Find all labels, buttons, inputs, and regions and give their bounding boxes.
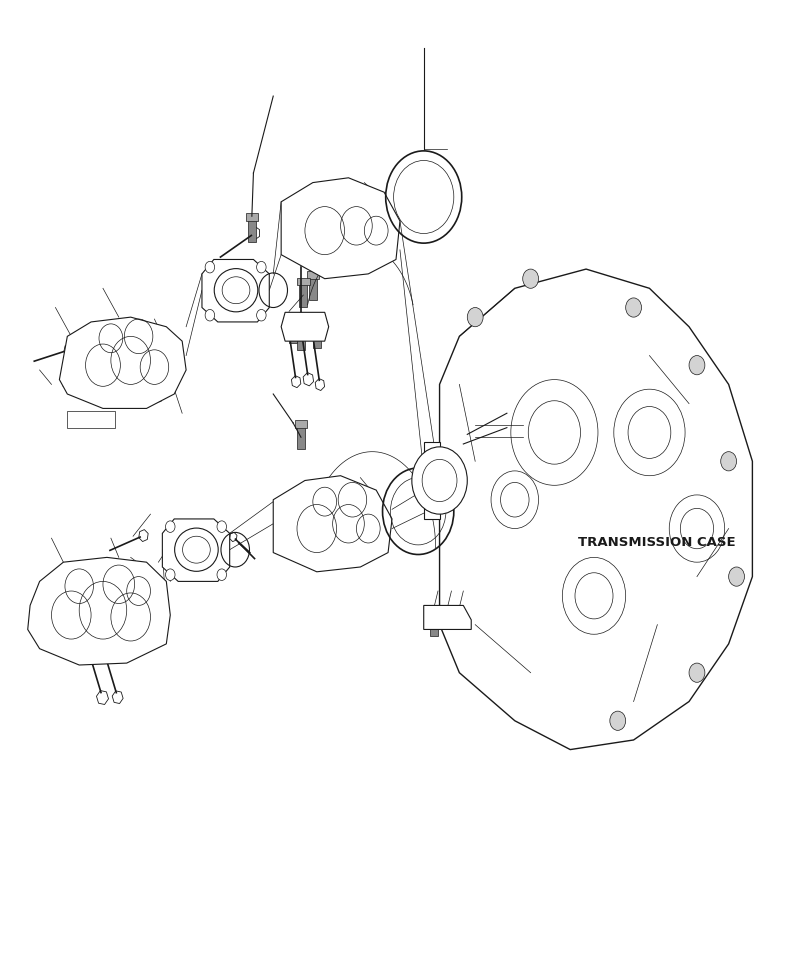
Circle shape: [257, 261, 266, 273]
Circle shape: [721, 452, 737, 471]
Polygon shape: [303, 373, 314, 386]
Polygon shape: [297, 278, 310, 285]
Polygon shape: [313, 325, 321, 348]
Polygon shape: [297, 327, 305, 350]
Polygon shape: [424, 442, 440, 519]
Polygon shape: [246, 213, 258, 221]
Polygon shape: [295, 321, 307, 329]
Circle shape: [205, 261, 215, 273]
Polygon shape: [281, 312, 329, 341]
Circle shape: [166, 521, 175, 532]
Circle shape: [610, 711, 626, 730]
Polygon shape: [281, 178, 400, 279]
Circle shape: [689, 356, 705, 375]
Polygon shape: [315, 379, 325, 390]
Polygon shape: [112, 691, 123, 703]
Polygon shape: [453, 607, 466, 615]
Polygon shape: [59, 317, 186, 408]
Polygon shape: [133, 324, 140, 333]
Polygon shape: [273, 476, 392, 572]
Polygon shape: [455, 613, 463, 636]
Polygon shape: [289, 320, 297, 343]
Polygon shape: [440, 269, 752, 750]
Circle shape: [467, 308, 483, 327]
Polygon shape: [428, 607, 440, 615]
Text: TRANSMISSION CASE: TRANSMISSION CASE: [578, 536, 736, 550]
Polygon shape: [28, 557, 170, 665]
Polygon shape: [295, 420, 307, 428]
Polygon shape: [90, 387, 99, 398]
Polygon shape: [430, 613, 438, 636]
Polygon shape: [248, 219, 256, 242]
Polygon shape: [64, 344, 74, 356]
Polygon shape: [299, 283, 307, 307]
Polygon shape: [297, 426, 305, 449]
Polygon shape: [310, 319, 323, 327]
Polygon shape: [154, 392, 163, 402]
Polygon shape: [451, 427, 464, 434]
Polygon shape: [307, 271, 319, 279]
Polygon shape: [291, 376, 301, 387]
Circle shape: [523, 269, 539, 288]
Circle shape: [166, 569, 175, 580]
Polygon shape: [309, 277, 317, 300]
Polygon shape: [455, 417, 468, 425]
Polygon shape: [287, 314, 299, 322]
Circle shape: [689, 663, 705, 682]
Circle shape: [626, 298, 642, 317]
Polygon shape: [162, 519, 230, 581]
Circle shape: [217, 521, 227, 532]
Circle shape: [217, 569, 227, 580]
Polygon shape: [139, 530, 148, 542]
Polygon shape: [424, 605, 471, 629]
Circle shape: [205, 309, 215, 321]
Polygon shape: [97, 691, 109, 704]
Polygon shape: [230, 532, 237, 542]
Polygon shape: [295, 312, 307, 327]
Circle shape: [729, 567, 744, 586]
Circle shape: [412, 447, 467, 514]
Polygon shape: [441, 607, 454, 615]
Polygon shape: [202, 259, 269, 322]
Polygon shape: [454, 432, 462, 456]
Circle shape: [257, 309, 266, 321]
Polygon shape: [250, 226, 260, 240]
Polygon shape: [458, 423, 466, 446]
Polygon shape: [67, 411, 115, 428]
Polygon shape: [444, 613, 451, 636]
